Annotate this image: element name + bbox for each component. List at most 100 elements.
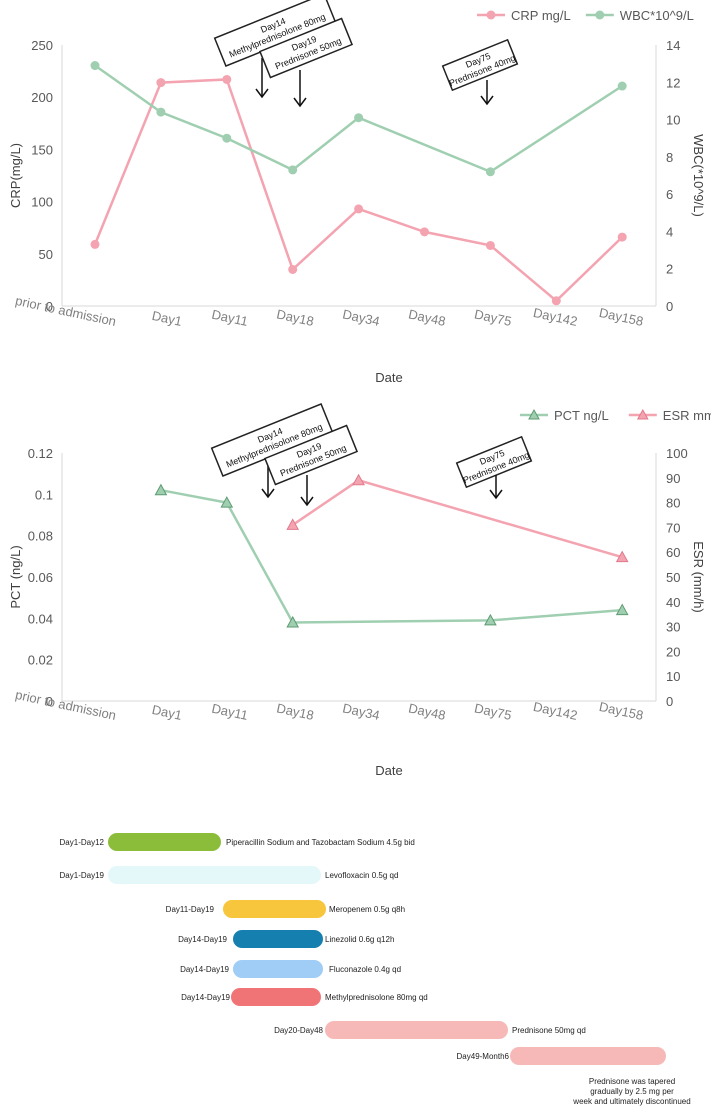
data-point: [286, 615, 300, 628]
annotation-box: [258, 17, 354, 79]
annotation-arrow-head: [293, 97, 307, 108]
data-point: [288, 165, 298, 175]
timeline-bar: [233, 930, 323, 948]
timeline-range-label: Day14-Day19: [181, 993, 230, 1002]
x-tick-label: Day34: [341, 306, 381, 328]
y-tick-label-right: 10: [666, 113, 680, 128]
y-tick-label-right: 2: [666, 262, 673, 277]
data-point: [286, 518, 300, 530]
y-tick-label-left: 0: [46, 299, 53, 314]
chart-2: 0 0.02 0.04 0.06 0.08 0.1 0.12 0 10 20 30 40 50 60 70 8…: [8, 403, 711, 778]
chart-1: 0 50 100 150 200 250 0 2 4 6 8 10 12 14 prior to admis…: [8, 0, 706, 385]
x-tick-label: Day48: [407, 700, 447, 722]
x-tick-label: Day11: [210, 307, 249, 329]
annotation-arrow-head: [255, 88, 269, 99]
timeline-note-line: Prednisone was tapered: [589, 1077, 675, 1086]
y-tick-label-left: 0.08: [28, 529, 53, 544]
timeline-row: Day14-Day19 Fluconazole 0.4g qd: [180, 960, 401, 978]
timeline-bar: [223, 900, 326, 918]
legend-marker: [486, 10, 496, 20]
legend-marker: [636, 408, 649, 420]
series-line-2: [291, 478, 623, 559]
y-tick-label-right: 0: [666, 299, 673, 314]
y-tick-label-left: 100: [31, 195, 53, 210]
y-tick-label-right: 90: [666, 471, 680, 486]
y-axis-title-left: PCT (ng/L): [8, 545, 23, 608]
y-tick-label-left: 0.02: [28, 653, 53, 668]
legend-marker: [528, 408, 540, 420]
y-tick-label-right: 100: [666, 446, 688, 461]
x-tick-label: Day1: [151, 702, 184, 723]
annotation-box: [441, 38, 519, 92]
timeline-drug-label: Meropenem 0.5g q8h: [329, 905, 405, 914]
y-tick-label-right: 6: [666, 187, 673, 202]
timeline-bar: [510, 1047, 666, 1065]
y-axis-title-right: ESR (mm/h): [691, 541, 706, 613]
data-point: [222, 133, 232, 143]
timeline-drug-label: Piperacillin Sodium and Tazobactam Sodiu…: [226, 838, 415, 847]
annotation-arrow-head: [261, 488, 275, 499]
timeline-bar: [108, 833, 221, 851]
data-point: [615, 603, 629, 616]
y-tick-label-right: 50: [666, 570, 680, 585]
y-tick-label-left: 50: [39, 247, 53, 262]
data-point: [154, 483, 168, 496]
y-tick-label-left: 0.06: [28, 570, 53, 585]
timeline-drug-label: Linezolid 0.6g q12h: [325, 935, 394, 944]
data-point: [222, 74, 232, 84]
y-tick-label-right: 14: [666, 38, 680, 53]
y-tick-label-right: 40: [666, 595, 680, 610]
y-tick-label-right: 10: [666, 669, 680, 684]
x-tick-label: Day158: [598, 699, 645, 723]
legend-label: PCT ng/L: [554, 408, 609, 423]
timeline-note-line: week and ultimately discontinued: [572, 1097, 690, 1106]
data-point: [220, 496, 234, 508]
y-tick-label-right: 0: [666, 694, 673, 709]
y-axis-title-left: CRP(mg/L): [8, 143, 23, 208]
timeline-range-label: Day49-Month6: [457, 1052, 510, 1061]
timeline-row: Day14-Day19 Linezolid 0.6g q12h: [178, 930, 394, 948]
data-point: [485, 167, 495, 177]
x-tick-label: Day142: [532, 699, 579, 723]
timeline-bar: [231, 988, 321, 1006]
data-point: [615, 550, 629, 563]
y-tick-label-left: 0.12: [28, 446, 53, 461]
x-tick-label: Day11: [210, 701, 249, 723]
timeline-row: Day20-Day48 Prednisone 50mg qd: [274, 1021, 586, 1039]
timeline-bar: [108, 866, 321, 884]
timeline-row: Day1-Day19 Levofloxacin 0.5g qd: [60, 866, 398, 884]
y-axis-title-right: WBC(*10^9/L): [691, 134, 706, 217]
legend-marker: [595, 10, 605, 20]
y-tick-label-left: 200: [31, 90, 53, 105]
data-point: [551, 296, 561, 306]
annotation-arrow-head: [300, 496, 314, 507]
timeline-row: Day49-Month6 Prednisone was tapered gradua…: [457, 1047, 691, 1106]
data-point: [288, 264, 298, 274]
y-tick-label-right: 60: [666, 545, 680, 560]
x-axis-title: Date: [375, 763, 402, 778]
timeline-drug-label: Methylprednisolone 80mg qd: [325, 993, 428, 1002]
x-tick-label: Day18: [275, 700, 315, 722]
annotation-arrow-head: [489, 489, 503, 500]
x-tick-label: Day18: [275, 306, 315, 328]
y-tick-label-left: 0: [46, 694, 53, 709]
annotation-box: [263, 424, 359, 486]
y-tick-label-right: 12: [666, 75, 680, 90]
data-point: [90, 239, 100, 249]
timeline-range-label: Day1-Day19: [60, 871, 105, 880]
x-tick-label: Day75: [473, 700, 513, 722]
y-tick-label-right: 70: [666, 520, 680, 535]
data-point: [485, 240, 495, 250]
legend-label: ESR mm/h: [663, 408, 711, 423]
annotation-box: [455, 435, 533, 489]
data-point: [352, 473, 365, 486]
timeline-bar: [325, 1021, 508, 1039]
timeline-bar: [233, 960, 323, 978]
y-tick-label-right: 4: [666, 224, 673, 239]
timeline-drug-label: Levofloxacin 0.5g qd: [325, 871, 398, 880]
timeline-note-line: gradually by 2.5 mg per: [590, 1087, 674, 1096]
data-point: [90, 61, 100, 71]
